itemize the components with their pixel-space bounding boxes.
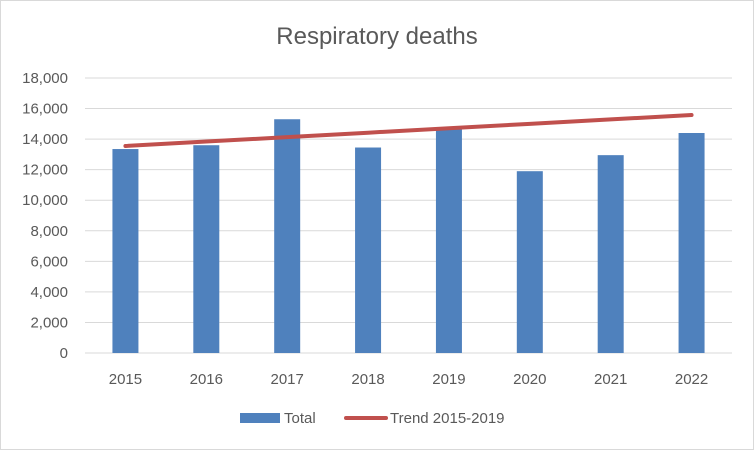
bar: [112, 149, 139, 353]
y-tick-label: 12,000: [22, 162, 68, 179]
x-tick-label: 2017: [271, 371, 304, 388]
y-axis-ticks: 0 2,000 4,000 6,000 8,000 10,000 12,000 14,000 1…: [22, 70, 68, 362]
bar: [597, 155, 624, 353]
y-tick-label: 16,000: [22, 101, 68, 118]
x-tick-label: 2021: [594, 371, 627, 388]
y-tick-label: 6,000: [30, 253, 68, 270]
bar: [274, 119, 301, 353]
x-tick-label: 2022: [675, 371, 708, 388]
y-tick-label: 14,000: [22, 131, 68, 148]
x-tick-label: 2018: [351, 371, 384, 388]
bar-series: [112, 119, 705, 353]
legend-label-trend: Trend 2015-2019: [390, 410, 505, 427]
y-tick-label: 2,000: [30, 314, 68, 331]
x-axis-ticks: 2015 2016 2017 2018 2019 2020 2021 2022: [109, 371, 709, 388]
y-tick-label: 18,000: [22, 70, 68, 87]
legend-swatch-total: [240, 413, 280, 423]
y-tick-label: 10,000: [22, 192, 68, 209]
x-tick-label: 2016: [190, 371, 223, 388]
y-tick-label: 0: [60, 345, 68, 362]
trend-series: [123, 112, 694, 148]
bar: [355, 147, 382, 353]
gridlines: [85, 77, 732, 354]
legend-label-total: Total: [284, 410, 316, 427]
bar: [435, 128, 462, 353]
y-tick-label: 8,000: [30, 223, 68, 240]
bar: [516, 171, 543, 353]
y-tick-label: 4,000: [30, 284, 68, 301]
bar: [678, 133, 705, 353]
x-tick-label: 2015: [109, 371, 142, 388]
x-tick-label: 2019: [432, 371, 465, 388]
trend-line: [123, 112, 694, 148]
legend: Total Trend 2015-2019: [240, 410, 505, 427]
bar: [193, 145, 220, 353]
x-tick-label: 2020: [513, 371, 546, 388]
chart-title: Respiratory deaths: [276, 23, 477, 50]
